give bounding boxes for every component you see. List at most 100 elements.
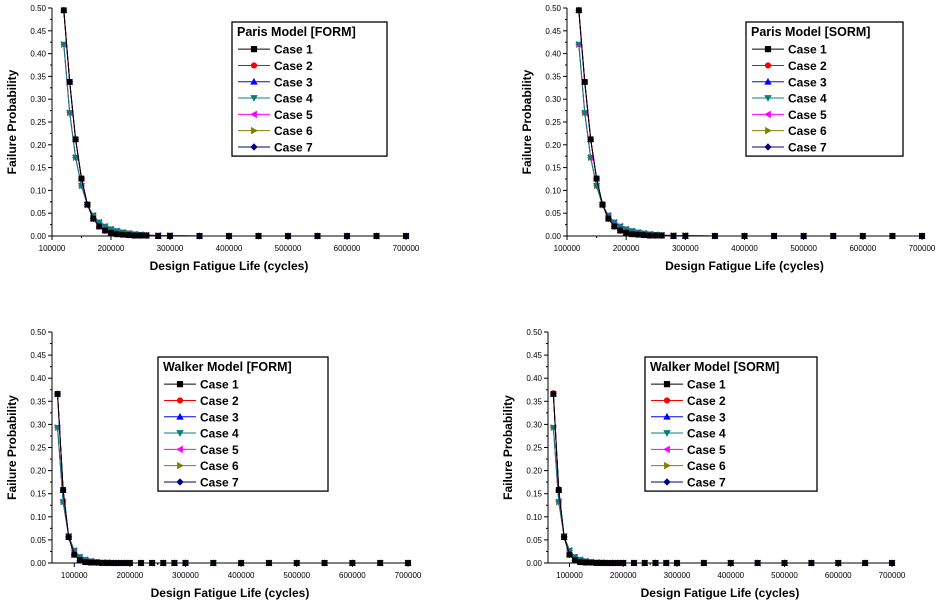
- legend-marker: [250, 95, 258, 102]
- legend: Paris Model [FORM] Case 1 Case 2 Case 3 Case…: [231, 21, 388, 157]
- data-point: [84, 201, 91, 208]
- data-point: [571, 557, 578, 564]
- legend-title: Walker Model [SORM]: [650, 360, 779, 374]
- data-point: [115, 560, 122, 566]
- legend-box: [745, 21, 904, 157]
- legend-label: Case 2: [200, 394, 239, 408]
- data-point: [72, 154, 80, 162]
- legend-item: Case 4: [238, 92, 313, 106]
- data-point: [741, 233, 748, 239]
- data-point: [226, 233, 232, 239]
- x-tick-label: 700000: [395, 571, 422, 580]
- legend-label: Case 2: [687, 394, 726, 408]
- legend-marker: [250, 77, 258, 85]
- data-point: [54, 391, 61, 397]
- data-point: [104, 560, 111, 566]
- data-point: [635, 231, 641, 238]
- data-point: [88, 559, 94, 566]
- data-point: [403, 233, 409, 239]
- legend-label: Case 7: [788, 140, 827, 154]
- data-point: [65, 534, 72, 541]
- data-point: [102, 227, 108, 234]
- legend-label: Case 5: [788, 108, 827, 122]
- data-point: [349, 560, 356, 566]
- legend-box: [231, 21, 388, 157]
- y-tick-label: 0.05: [526, 536, 542, 545]
- data-point: [60, 487, 67, 493]
- data-point: [919, 233, 925, 239]
- x-tick-label: 600000: [334, 244, 361, 253]
- data-point: [575, 41, 583, 49]
- y-tick-label: 0.20: [526, 467, 542, 476]
- legend-marker: [764, 110, 771, 119]
- x-tick-label: 700000: [879, 571, 906, 580]
- data-point: [800, 233, 807, 239]
- data-point: [155, 233, 162, 239]
- y-tick-label: 0.35: [30, 72, 46, 81]
- data-point: [754, 560, 761, 566]
- data-point: [143, 232, 150, 239]
- data-point: [344, 233, 350, 239]
- legend-item: Case 1: [651, 378, 726, 392]
- data-point: [196, 233, 203, 239]
- y-tick-label: 0.00: [545, 232, 561, 241]
- series-case-1: [550, 391, 895, 566]
- x-axis-label: Design Fatigue Life (cycles): [641, 586, 800, 600]
- y-tick-label: 0.25: [30, 444, 46, 453]
- x-tick-label: 600000: [849, 244, 876, 253]
- data-point: [71, 551, 78, 558]
- legend-marker: [664, 461, 671, 470]
- data-point: [266, 560, 272, 566]
- y-tick-label: 0.10: [545, 186, 561, 195]
- data-point: [623, 229, 630, 236]
- data-point: [700, 560, 707, 566]
- legend-label: Case 3: [687, 410, 726, 424]
- data-point: [99, 560, 105, 566]
- data-point: [646, 232, 653, 239]
- y-axis-label: Failure Probability: [501, 395, 515, 500]
- x-tick-label: 400000: [228, 571, 255, 580]
- legend-marker: [250, 62, 258, 69]
- chart-panel-4: 0.00 0.05 0.10 0.15 0.20 0.25 0.30 0.35 0.40 0.45…: [501, 328, 906, 600]
- legend-box: [157, 356, 329, 492]
- data-point: [550, 391, 557, 397]
- legend-item: Case 3: [752, 75, 827, 89]
- data-point: [555, 487, 562, 493]
- data-point: [620, 560, 627, 566]
- chart-panel-1: 0.00 0.05 0.10 0.15 0.20 0.25 0.30 0.35 0.40 0.45…: [5, 4, 420, 273]
- x-tick-label: 600000: [825, 571, 852, 580]
- data-point: [588, 559, 594, 566]
- data-point: [285, 233, 291, 239]
- legend-item: Case 4: [651, 427, 726, 441]
- x-tick-label: 500000: [275, 244, 302, 253]
- chart-panel-2: 0.00 0.05 0.10 0.15 0.20 0.25 0.30 0.35 0.40 0.45…: [520, 4, 936, 273]
- x-tick-label: 700000: [909, 244, 936, 253]
- legend-marker: [663, 430, 671, 437]
- legend-marker: [663, 397, 671, 404]
- data-point: [830, 233, 837, 239]
- legend-item: Case 3: [651, 410, 726, 424]
- legend-marker: [177, 461, 184, 470]
- legend-marker: [176, 430, 184, 437]
- x-tick-label: 500000: [771, 571, 798, 580]
- y-tick-label: 0.30: [30, 95, 46, 104]
- legend-marker: [250, 143, 258, 151]
- y-tick-label: 0.25: [545, 118, 561, 127]
- data-point: [66, 78, 73, 85]
- data-point: [138, 560, 144, 566]
- y-tick-label: 0.05: [30, 536, 46, 545]
- legend-label: Case 1: [274, 43, 313, 57]
- y-axis-label: Failure Probability: [5, 395, 19, 500]
- data-point: [629, 231, 635, 238]
- legend-label: Case 4: [788, 92, 827, 106]
- legend-item: Case 5: [752, 108, 827, 122]
- x-tick-label: 100000: [556, 571, 583, 580]
- y-tick-label: 0.15: [30, 490, 46, 499]
- series-group: [60, 6, 410, 240]
- data-point: [614, 560, 621, 566]
- y-tick-label: 0.05: [30, 209, 46, 218]
- x-tick-label: 400000: [731, 244, 758, 253]
- y-tick-label: 0.40: [30, 50, 46, 59]
- data-point: [674, 560, 680, 566]
- data-point: [771, 233, 777, 239]
